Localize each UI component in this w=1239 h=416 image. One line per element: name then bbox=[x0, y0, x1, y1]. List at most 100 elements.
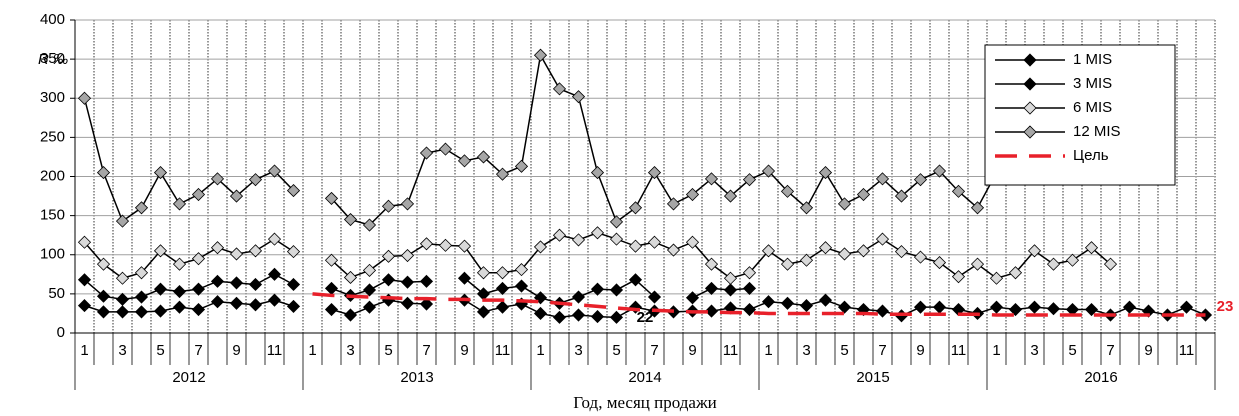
marker bbox=[666, 197, 681, 211]
marker bbox=[286, 277, 301, 292]
marker bbox=[932, 164, 947, 178]
marker bbox=[381, 199, 396, 213]
x-tick-label: 3 bbox=[802, 342, 810, 359]
marker bbox=[115, 305, 130, 319]
marker bbox=[115, 214, 130, 228]
marker bbox=[837, 197, 852, 211]
x-tick-label: 9 bbox=[232, 342, 240, 359]
marker bbox=[780, 257, 795, 271]
marker bbox=[932, 300, 947, 314]
marker bbox=[362, 218, 377, 232]
marker bbox=[951, 270, 966, 284]
marker bbox=[590, 226, 605, 240]
marker bbox=[324, 302, 339, 317]
legend-marker bbox=[1023, 101, 1037, 115]
marker bbox=[913, 300, 928, 314]
marker bbox=[248, 244, 263, 258]
x-tick-label: 7 bbox=[650, 342, 658, 359]
y-tick-label: 400 bbox=[40, 11, 65, 28]
marker bbox=[723, 283, 738, 297]
x-tick-label: 9 bbox=[688, 342, 696, 359]
year-label: 2015 bbox=[856, 369, 889, 386]
marker bbox=[704, 257, 719, 271]
marker bbox=[989, 271, 1004, 285]
marker bbox=[533, 48, 548, 62]
marker bbox=[894, 189, 909, 203]
marker bbox=[191, 187, 206, 202]
marker bbox=[761, 295, 776, 309]
x-tick-label: 1 bbox=[536, 342, 544, 359]
marker bbox=[685, 291, 700, 305]
legend-box bbox=[984, 44, 1176, 186]
marker bbox=[514, 263, 529, 277]
marker bbox=[989, 300, 1004, 314]
marker bbox=[210, 295, 225, 309]
marker bbox=[742, 266, 757, 280]
marker bbox=[419, 297, 434, 311]
marker bbox=[780, 296, 795, 310]
marker bbox=[343, 270, 358, 285]
marker bbox=[400, 296, 415, 310]
marker bbox=[1027, 300, 1042, 314]
x-tick-label: 9 bbox=[460, 342, 468, 359]
marker bbox=[476, 266, 491, 280]
marker bbox=[457, 154, 472, 168]
marker bbox=[115, 292, 130, 306]
marker bbox=[799, 201, 814, 215]
marker bbox=[685, 187, 700, 202]
marker bbox=[1179, 300, 1194, 314]
y-tick-label: 200 bbox=[40, 167, 65, 184]
x-tick-label: 3 bbox=[118, 342, 126, 359]
marker bbox=[191, 302, 206, 317]
marker bbox=[267, 267, 282, 281]
marker bbox=[1084, 302, 1099, 317]
marker bbox=[77, 91, 92, 105]
marker bbox=[723, 189, 738, 203]
marker bbox=[609, 232, 624, 246]
marker bbox=[172, 257, 187, 271]
marker bbox=[362, 283, 377, 297]
marker bbox=[704, 172, 719, 186]
x-axis-title: Год, месяц продажи bbox=[573, 393, 717, 412]
marker bbox=[77, 299, 92, 313]
marker bbox=[191, 252, 206, 266]
marker bbox=[324, 253, 339, 267]
marker bbox=[153, 244, 168, 258]
marker bbox=[552, 228, 567, 242]
marker bbox=[913, 173, 928, 187]
marker bbox=[210, 172, 225, 186]
x-tick-label: 5 bbox=[840, 342, 848, 359]
year-label: 2014 bbox=[628, 369, 661, 386]
marker bbox=[248, 277, 263, 292]
marker bbox=[609, 283, 624, 297]
x-tick-label: 5 bbox=[1068, 342, 1076, 359]
marker bbox=[115, 271, 130, 285]
legend-label: 12 MIS bbox=[1073, 123, 1121, 140]
x-tick-label: 11 bbox=[723, 342, 739, 359]
marker bbox=[495, 300, 510, 314]
marker bbox=[362, 263, 377, 277]
y-tick-label: 350 bbox=[40, 50, 65, 67]
x-tick-label: 5 bbox=[156, 342, 164, 359]
marker bbox=[628, 201, 643, 215]
legend-label: 3 MIS bbox=[1073, 75, 1112, 92]
marker bbox=[552, 310, 567, 324]
year-label: 2012 bbox=[172, 369, 205, 386]
y-tick-label: 0 bbox=[57, 324, 65, 341]
marker bbox=[514, 279, 529, 293]
marker bbox=[875, 172, 890, 186]
series-line bbox=[692, 287, 750, 299]
marker bbox=[818, 293, 833, 307]
x-tick-label: 7 bbox=[1106, 342, 1114, 359]
marker bbox=[400, 275, 415, 289]
x-tick-label: 1 bbox=[308, 342, 316, 359]
marker bbox=[96, 166, 111, 180]
marker bbox=[628, 239, 643, 253]
marker bbox=[609, 215, 624, 229]
marker bbox=[419, 146, 434, 160]
y-tick-label: 100 bbox=[40, 246, 65, 263]
x-tick-label: 5 bbox=[612, 342, 620, 359]
marker bbox=[419, 237, 434, 251]
marker bbox=[495, 281, 510, 295]
